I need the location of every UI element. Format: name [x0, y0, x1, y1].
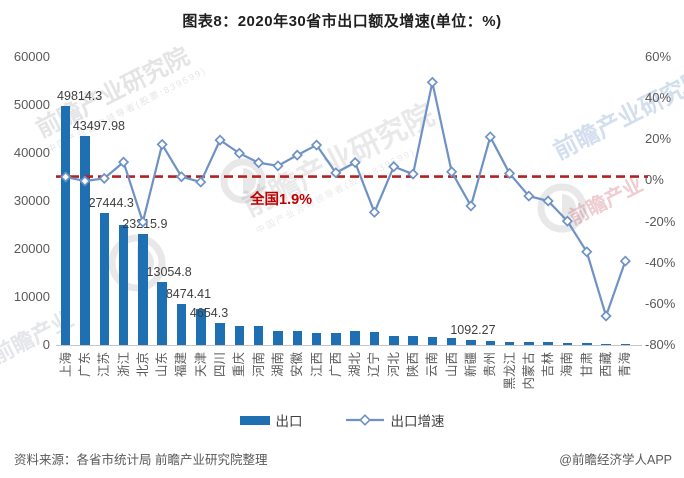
bar — [292, 330, 302, 345]
legend-item-export: 出口 — [239, 410, 303, 430]
growth-marker — [175, 171, 188, 183]
bar — [504, 341, 515, 345]
growth-marker — [600, 310, 612, 322]
bar — [408, 335, 418, 345]
left-axis-tick: 40000 — [13, 145, 50, 160]
bar — [582, 343, 592, 345]
chart-title: 图表8：2020年30省市出口额及增速(单位：%) — [182, 13, 502, 30]
legend: 出口 出口增速 — [0, 410, 684, 430]
bar — [427, 336, 438, 345]
growth-marker — [561, 215, 574, 227]
x-axis-line — [56, 345, 642, 346]
bar-value-label: 8474.41 — [165, 287, 212, 302]
bar — [118, 224, 129, 345]
growth-marker — [407, 168, 419, 180]
growth-marker — [542, 195, 554, 207]
bar-value-label: 4654.3 — [189, 305, 229, 320]
growth-marker — [465, 200, 477, 212]
right-axis-tick: -80% — [645, 337, 676, 352]
growth-line — [65, 81, 627, 318]
bar-value-label: 43497.98 — [72, 119, 125, 134]
growth-marker — [388, 161, 400, 173]
bar — [80, 136, 90, 345]
bar — [524, 342, 534, 345]
growth-marker — [233, 147, 245, 159]
growth-marker — [214, 134, 226, 146]
bar — [196, 309, 206, 345]
bar — [369, 332, 380, 345]
growth-marker — [156, 138, 168, 151]
legend-label-growth: 出口增速 — [390, 414, 445, 429]
left-axis-tick: 20000 — [13, 241, 50, 256]
bar — [446, 338, 457, 345]
bar — [389, 335, 399, 345]
legend-line-swatch — [345, 414, 384, 426]
legend-item-growth: 出口增速 — [345, 410, 445, 430]
bar-value-label: 13054.8 — [146, 265, 192, 280]
bar — [466, 339, 476, 345]
growth-marker — [60, 171, 72, 183]
growth-marker — [253, 157, 265, 169]
bar — [485, 340, 495, 345]
growth-marker — [79, 175, 91, 187]
credit-note: @前瞻经济学人APP — [559, 453, 672, 467]
growth-marker — [581, 246, 593, 258]
right-axis-tick: 20% — [645, 131, 672, 147]
left-axis-tick: 0 — [42, 337, 50, 352]
growth-marker — [330, 167, 342, 179]
bar — [601, 343, 611, 345]
bar — [60, 105, 71, 345]
growth-marker — [272, 160, 284, 172]
bar-value-label: 27444.3 — [88, 196, 134, 211]
right-axis-tick: -40% — [645, 254, 676, 270]
bar — [215, 322, 225, 345]
bar — [176, 304, 187, 345]
bar — [138, 233, 148, 345]
right-axis-tick: 0% — [645, 172, 664, 188]
right-axis-tick: -60% — [645, 295, 676, 311]
legend-label-export: 出口 — [275, 414, 303, 429]
bar-value-label: 1092.27 — [450, 322, 496, 337]
growth-marker — [291, 149, 303, 161]
bar — [311, 333, 322, 345]
bar — [273, 331, 283, 345]
bar — [543, 342, 553, 345]
left-axis-tick: 50000 — [13, 97, 50, 112]
growth-marker — [619, 255, 631, 267]
bar — [350, 331, 360, 345]
growth-marker — [310, 139, 323, 151]
growth-marker — [484, 131, 496, 143]
left-axis-tick: 10000 — [13, 289, 50, 304]
growth-marker — [426, 76, 438, 88]
growth-marker — [368, 206, 381, 218]
bar — [99, 213, 109, 345]
right-axis-tick: 40% — [645, 90, 672, 106]
bar — [234, 325, 245, 345]
bar — [562, 342, 573, 345]
bar — [253, 326, 264, 345]
growth-marker — [446, 166, 458, 178]
legend-bar-swatch — [239, 415, 270, 425]
right-axis-tick: -20% — [645, 213, 676, 229]
bar-value-label: 49814.3 — [57, 88, 103, 103]
left-axis-tick: 30000 — [13, 193, 50, 208]
growth-marker — [117, 156, 130, 168]
growth-marker — [503, 167, 516, 180]
source-note: 资料来源：各省市统计局 前瞻产业研究院整理 — [14, 453, 268, 467]
bar — [331, 332, 341, 345]
bar — [620, 343, 631, 345]
growth-marker — [349, 156, 361, 169]
left-axis-tick: 60000 — [13, 49, 50, 64]
growth-marker — [137, 216, 149, 228]
growth-marker — [195, 176, 207, 188]
growth-marker — [523, 190, 535, 202]
national-growth-label: 全国1.9% — [250, 192, 313, 208]
bar — [157, 282, 167, 345]
growth-marker — [98, 172, 110, 184]
right-axis-tick: 60% — [645, 49, 672, 64]
